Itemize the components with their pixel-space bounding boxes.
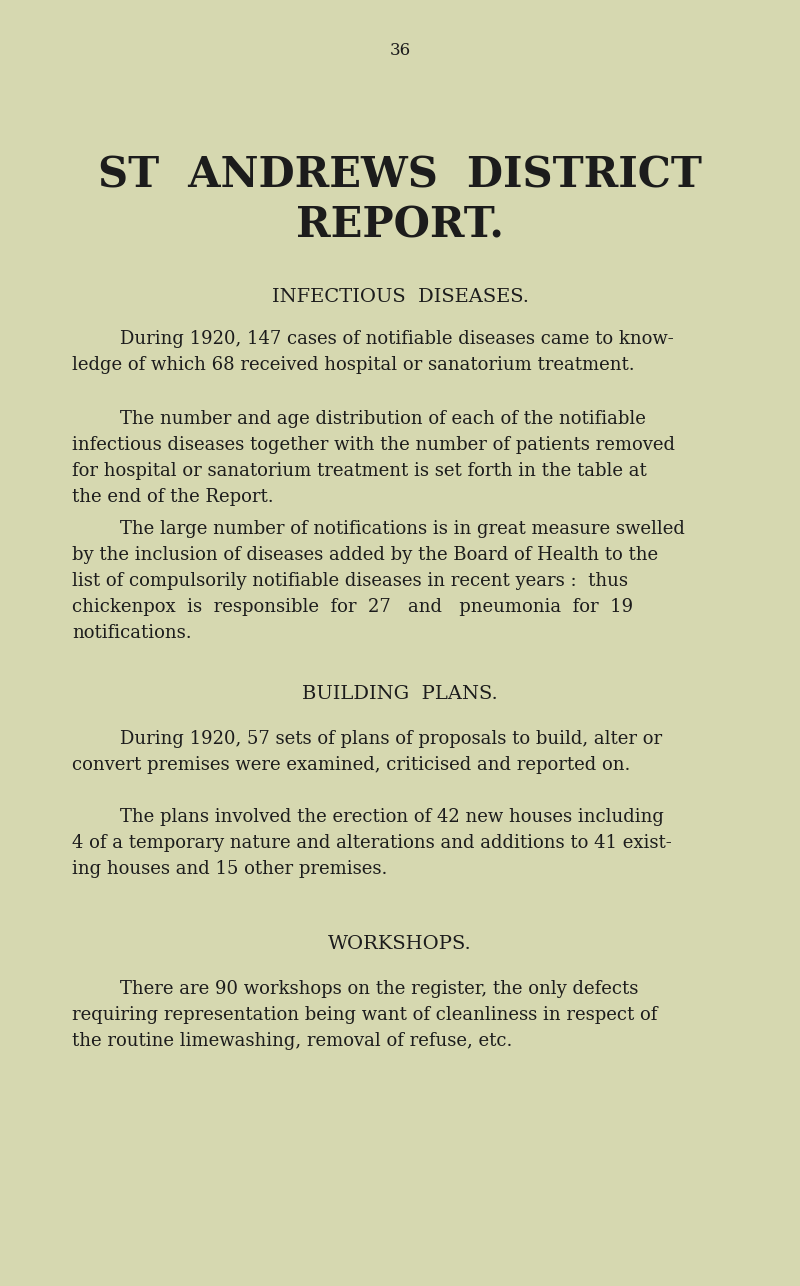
Text: requiring representation being want of cleanliness in respect of: requiring representation being want of c… [72,1006,658,1024]
Text: ing houses and 15 other premises.: ing houses and 15 other premises. [72,860,387,878]
Text: by the inclusion of diseases added by the Board of Health to the: by the inclusion of diseases added by th… [72,547,658,565]
Text: ST  ANDREWS  DISTRICT: ST ANDREWS DISTRICT [98,156,702,197]
Text: infectious diseases together with the number of patients removed: infectious diseases together with the nu… [72,436,675,454]
Text: chickenpox  is  responsible  for  27   and   pneumonia  for  19: chickenpox is responsible for 27 and pne… [72,598,633,616]
Text: for hospital or sanatorium treatment is set forth in the table at: for hospital or sanatorium treatment is … [72,462,646,480]
Text: REPORT.: REPORT. [296,204,504,247]
Text: The large number of notifications is in great measure swelled: The large number of notifications is in … [120,520,685,538]
Text: There are 90 workshops on the register, the only defects: There are 90 workshops on the register, … [120,980,638,998]
Text: the end of the Report.: the end of the Report. [72,487,274,505]
Text: During 1920, 147 cases of notifiable diseases came to know-: During 1920, 147 cases of notifiable dis… [120,331,674,349]
Text: ledge of which 68 received hospital or sanatorium treatment.: ledge of which 68 received hospital or s… [72,356,634,374]
Text: notifications.: notifications. [72,624,192,642]
Text: INFECTIOUS  DISEASES.: INFECTIOUS DISEASES. [271,288,529,306]
Text: During 1920, 57 sets of plans of proposals to build, alter or: During 1920, 57 sets of plans of proposa… [120,730,662,748]
Text: BUILDING  PLANS.: BUILDING PLANS. [302,685,498,703]
Text: the routine limewashing, removal of refuse, etc.: the routine limewashing, removal of refu… [72,1031,512,1049]
Text: 4 of a temporary nature and alterations and additions to 41 exist-: 4 of a temporary nature and alterations … [72,835,672,853]
Text: convert premises were examined, criticised and reported on.: convert premises were examined, criticis… [72,756,630,774]
Text: 36: 36 [390,42,410,59]
Text: The plans involved the erection of 42 new houses including: The plans involved the erection of 42 ne… [120,808,664,826]
Text: list of compulsorily notifiable diseases in recent years :  thus: list of compulsorily notifiable diseases… [72,572,628,590]
Text: The number and age distribution of each of the notifiable: The number and age distribution of each … [120,410,646,428]
Text: WORKSHOPS.: WORKSHOPS. [328,935,472,953]
